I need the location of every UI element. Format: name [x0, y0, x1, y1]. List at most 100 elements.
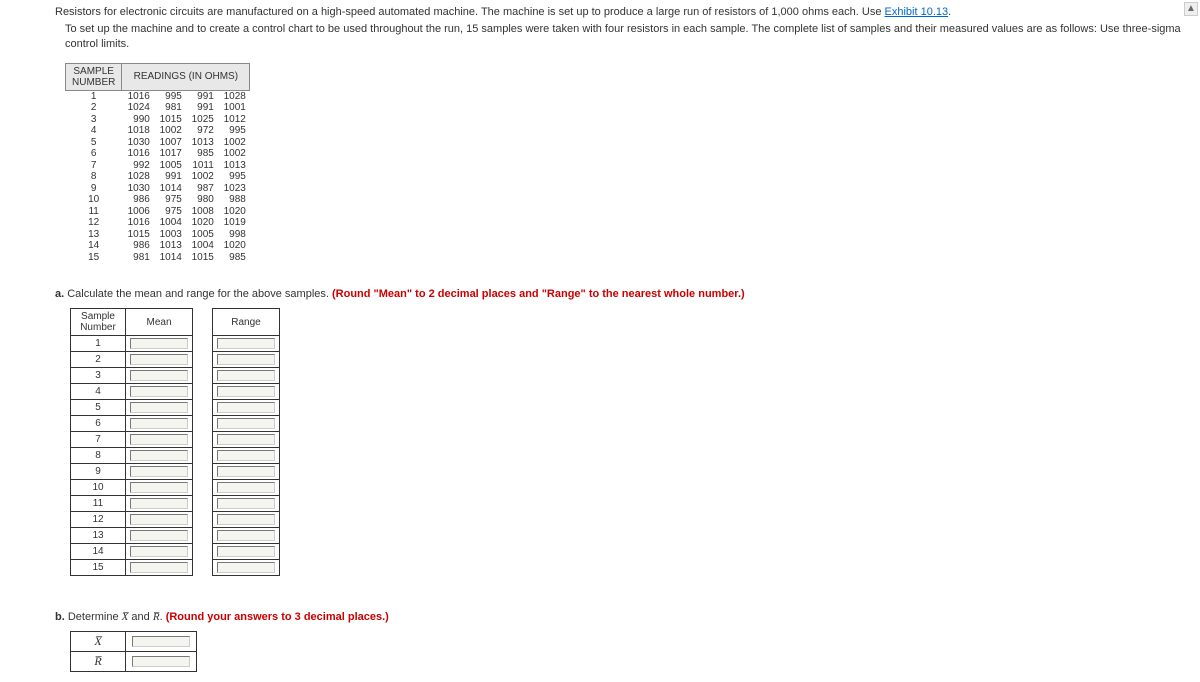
range-input[interactable] — [217, 402, 275, 413]
mean-input[interactable] — [130, 418, 188, 429]
reading-cell: 988 — [218, 194, 250, 206]
reading-cell: 995 — [218, 125, 250, 137]
table-row: 10986975980988 — [66, 194, 250, 206]
table-row: 3990101510251012 — [66, 114, 250, 126]
reading-cell: 975 — [154, 206, 186, 218]
reading-cell: 1018 — [122, 125, 154, 137]
intro-text-1b: . — [948, 6, 951, 18]
sample-number: 11 — [66, 206, 122, 218]
reading-cell: 1002 — [218, 137, 250, 149]
answer-row: 10 — [71, 480, 280, 496]
range-input[interactable] — [217, 370, 275, 381]
mean-input[interactable] — [130, 402, 188, 413]
reading-cell: 975 — [154, 194, 186, 206]
reading-cell: 1008 — [186, 206, 218, 218]
mean-input[interactable] — [130, 450, 188, 461]
answer-row: 15 — [71, 560, 280, 576]
reading-cell: 981 — [154, 102, 186, 114]
part-a-prompt: a. Calculate the mean and range for the … — [55, 288, 1190, 300]
mean-input[interactable] — [130, 434, 188, 445]
reading-cell: 1015 — [122, 229, 154, 241]
sample-number: 10 — [66, 194, 122, 206]
mean-cell — [126, 368, 193, 384]
mean-cell — [126, 448, 193, 464]
mean-input[interactable] — [130, 482, 188, 493]
range-input[interactable] — [217, 482, 275, 493]
reading-cell: 1015 — [186, 252, 218, 264]
reading-cell: 1002 — [218, 148, 250, 160]
mean-input[interactable] — [130, 338, 188, 349]
reading-cell: 1014 — [154, 252, 186, 264]
table-row: 9103010149871023 — [66, 183, 250, 195]
mean-cell — [126, 416, 193, 432]
range-input[interactable] — [217, 338, 275, 349]
answer-row: 2 — [71, 352, 280, 368]
range-input[interactable] — [217, 434, 275, 445]
sample-number: 5 — [66, 137, 122, 149]
readings-table-container: SAMPLE NUMBER READINGS (IN OHMS) 1101699… — [65, 63, 1190, 264]
part-a-text: Calculate the mean and range for the abo… — [67, 288, 332, 300]
part-b-table: X̅ R̅ — [70, 631, 197, 672]
table-row: 7992100510111013 — [66, 160, 250, 172]
range-input[interactable] — [217, 466, 275, 477]
mean-input[interactable] — [130, 562, 188, 573]
mean-cell — [126, 432, 193, 448]
range-cell — [213, 368, 280, 384]
range-input[interactable] — [217, 530, 275, 541]
mean-input[interactable] — [130, 514, 188, 525]
rbar-input[interactable] — [132, 656, 190, 667]
range-cell — [213, 432, 280, 448]
range-cell — [213, 480, 280, 496]
mean-cell — [126, 336, 193, 352]
answer-sample-number: 6 — [71, 416, 126, 432]
part-a-instr: (Round "Mean" to 2 decimal places and "R… — [332, 288, 745, 300]
intro-line-1: Resistors for electronic circuits are ma… — [55, 6, 1190, 18]
reading-cell: 986 — [122, 194, 154, 206]
sample-number: 2 — [66, 102, 122, 114]
reading-cell: 1003 — [154, 229, 186, 241]
reading-cell: 987 — [186, 183, 218, 195]
reading-cell: 1014 — [154, 183, 186, 195]
range-cell — [213, 416, 280, 432]
xbar-input[interactable] — [132, 636, 190, 647]
reading-cell: 1004 — [186, 240, 218, 252]
mean-cell — [126, 464, 193, 480]
range-input[interactable] — [217, 498, 275, 509]
mean-input[interactable] — [130, 386, 188, 397]
reading-cell: 1001 — [218, 102, 250, 114]
range-cell — [213, 336, 280, 352]
mean-cell — [126, 352, 193, 368]
readings-header-sample: SAMPLE NUMBER — [66, 63, 122, 90]
xbar-row: X̅ — [71, 632, 197, 652]
reading-cell: 1019 — [218, 217, 250, 229]
range-input[interactable] — [217, 546, 275, 557]
reading-cell: 991 — [154, 171, 186, 183]
mean-input[interactable] — [130, 530, 188, 541]
mean-cell — [126, 496, 193, 512]
range-input[interactable] — [217, 354, 275, 365]
range-input[interactable] — [217, 418, 275, 429]
range-input[interactable] — [217, 514, 275, 525]
mean-input[interactable] — [130, 370, 188, 381]
sample-number: 14 — [66, 240, 122, 252]
sample-number: 13 — [66, 229, 122, 241]
part-a-header-mean: Mean — [126, 309, 193, 336]
reading-cell: 1005 — [154, 160, 186, 172]
scroll-up-button[interactable]: ▲ — [1184, 2, 1198, 16]
range-input[interactable] — [217, 386, 275, 397]
part-a-table: Sample Number Mean Range 123456789101112… — [70, 308, 280, 576]
part-b-instr: (Round your answers to 3 decimal places.… — [166, 611, 389, 623]
range-input[interactable] — [217, 562, 275, 573]
xbar-input-cell — [126, 632, 197, 652]
mean-input[interactable] — [130, 466, 188, 477]
part-b-xbar: X̅ — [122, 611, 129, 623]
range-input[interactable] — [217, 450, 275, 461]
exhibit-link[interactable]: Exhibit 10.13 — [885, 6, 949, 18]
scroll-up-icon: ▲ — [1186, 3, 1196, 14]
mean-input[interactable] — [130, 546, 188, 557]
mean-input[interactable] — [130, 498, 188, 509]
answer-row: 7 — [71, 432, 280, 448]
sample-number: 3 — [66, 114, 122, 126]
mean-cell — [126, 512, 193, 528]
mean-input[interactable] — [130, 354, 188, 365]
